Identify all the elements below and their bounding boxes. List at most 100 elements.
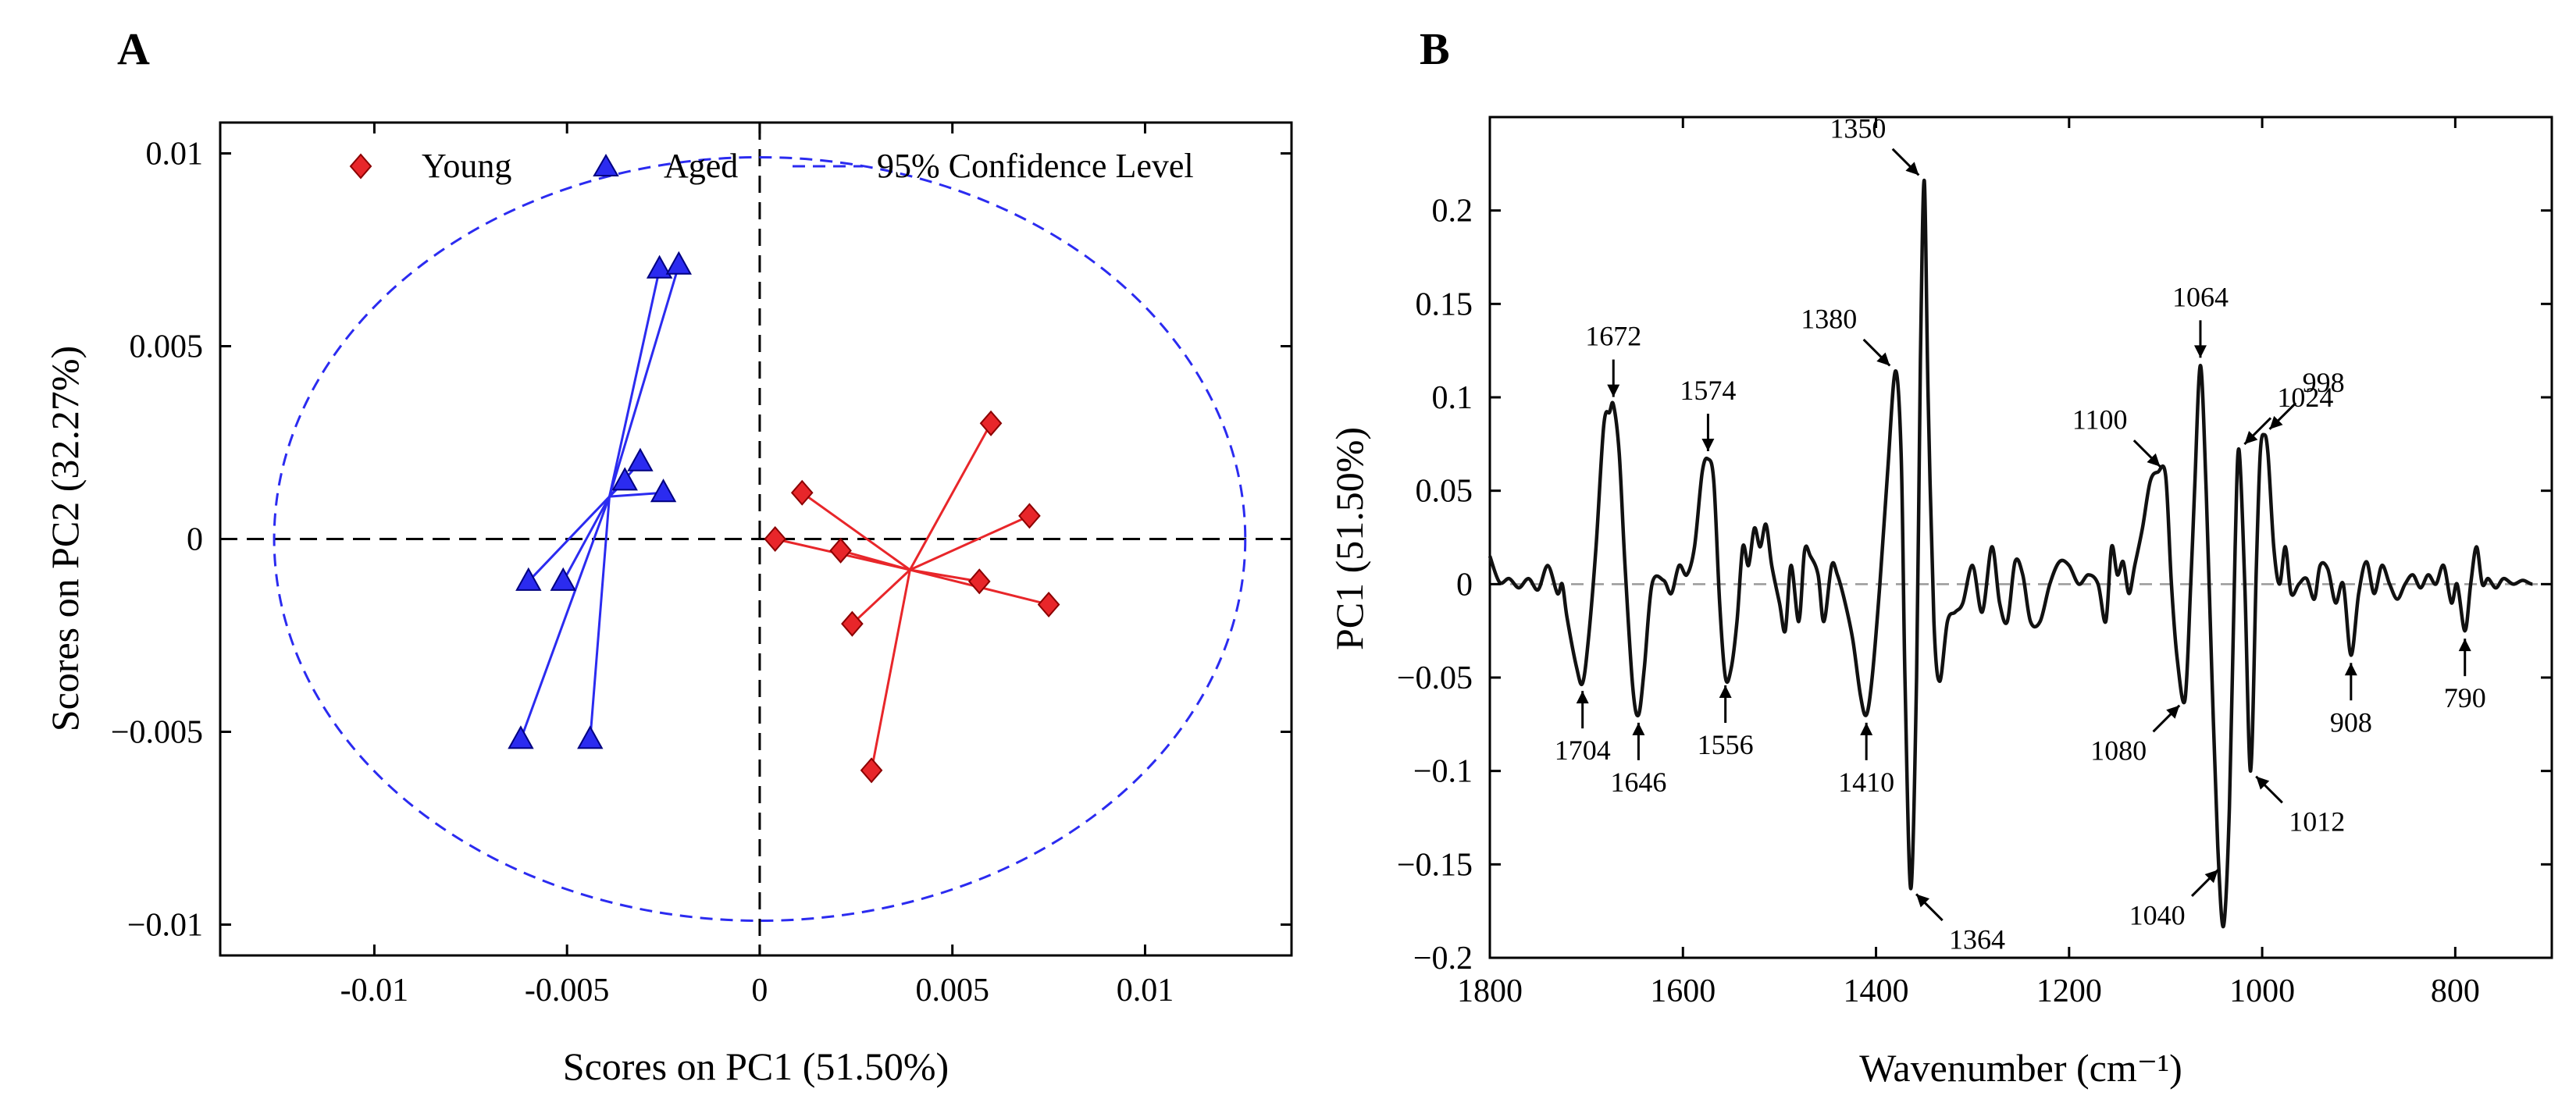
annotation-arrow-head (1719, 685, 1732, 698)
annotation-arrow-head (1860, 722, 1873, 735)
panel-b-y-tick-label: 0.1 (1432, 380, 1473, 416)
peak-label: 998 (2303, 367, 2345, 398)
panel-a-x-tick-label: -0.01 (340, 973, 409, 1009)
pc1-loading-line (1488, 179, 2533, 929)
panel-a-label: A (117, 23, 150, 74)
annotation-arrow-head (1576, 691, 1589, 704)
young-centroid-line (909, 422, 992, 571)
panel-a-x-tick-label: -0.005 (525, 973, 610, 1009)
peak-label: 1064 (2172, 281, 2229, 312)
peak-label: 1646 (1610, 767, 1666, 798)
aged-point (577, 725, 604, 749)
aged-point (646, 254, 673, 279)
legend-young-marker (349, 153, 372, 180)
panel-b-y-axis-label: PC1 (51.50%) (1327, 427, 1371, 650)
peak-label: 1364 (1949, 923, 2005, 955)
panel-b-y-tick-label: −0.05 (1397, 660, 1473, 696)
peak-label: 1410 (1838, 767, 1894, 798)
young-point (1037, 591, 1060, 618)
legend-aged-marker (593, 153, 619, 176)
aged-centroid-line (561, 496, 611, 582)
annotation-arrow-head (1916, 894, 1930, 908)
panel-a-y-axis-label: Scores on PC2 (32.27%) (43, 346, 87, 731)
peak-label: 790 (2444, 682, 2486, 713)
panel-b-y-tick-label: 0 (1456, 567, 1473, 603)
aged-point (550, 567, 576, 591)
peak-label: 1012 (2289, 806, 2345, 838)
panel-a-x-tick-label: 0.005 (915, 973, 989, 1009)
panel-a-y-tick-label: 0.01 (146, 137, 204, 173)
panel-b-x-tick-label: 1400 (1844, 973, 1909, 1009)
peak-label: 1100 (2072, 404, 2128, 436)
panel-b-x-tick-label: 1800 (1457, 973, 1523, 1009)
panel-b-x-tick-label: 1600 (1650, 973, 1716, 1009)
legend-ci-label: 95% Confidence Level (877, 147, 1194, 185)
young-centroid-line (909, 514, 1031, 571)
panel-b-label: B (1420, 23, 1450, 74)
aged-centroid-line (607, 269, 661, 497)
panel-a-x-tick-label: 0.01 (1117, 973, 1174, 1009)
panel-b-y-tick-label: 0.15 (1416, 286, 1473, 322)
panel-b-x-tick-label: 800 (2431, 973, 2480, 1009)
young-point (764, 525, 787, 553)
panel-b-y-tick-label: −0.2 (1413, 941, 1473, 977)
legend-young-label: Young (422, 147, 511, 185)
panel-a-legend: Young Aged 95% Confidence Level (349, 147, 1194, 185)
young-point (829, 537, 852, 564)
panel-b-plot-frame (1488, 116, 2553, 959)
aged-centroid-line (527, 496, 611, 582)
annotation-arrow-head (2344, 663, 2357, 676)
young-centroid-line (801, 492, 911, 571)
aged-centroid-line (609, 491, 664, 498)
peak-label: 1556 (1698, 729, 1754, 760)
annotation-arrow-head (2458, 639, 2471, 652)
annotation-arrow-head (2193, 345, 2207, 358)
annotation-arrow-head (1876, 352, 1890, 366)
aged-point (611, 467, 638, 491)
young-point (841, 610, 864, 637)
annotation-arrow-head (2269, 415, 2283, 429)
annotation-arrow-head (2204, 870, 2218, 884)
panel-b-x-tick-label: 1200 (2036, 973, 2102, 1009)
panel-b-x-axis-label: Wavenumber (cm⁻¹) (1859, 1046, 2182, 1090)
annotation-arrow-head (1905, 162, 1919, 176)
legend-aged-label: Aged (664, 147, 738, 185)
panel-b-y-tick-label: 0.05 (1416, 474, 1473, 510)
young-point (1018, 503, 1041, 529)
young-point (979, 410, 1003, 436)
panel-b-y-tick-label: −0.15 (1397, 847, 1473, 883)
young-point (790, 479, 814, 506)
panel-a-x-axis-label: Scores on PC1 (51.50%) (563, 1044, 949, 1088)
panel-a-x-tick-label: 0 (751, 973, 768, 1009)
panel-a-y-tick-label: 0 (187, 522, 203, 558)
aged-centroid-line (589, 496, 611, 740)
peak-label: 1350 (1830, 112, 1886, 144)
aged-point (665, 251, 692, 275)
aged-centroid-line (519, 496, 611, 740)
aged-point (515, 567, 542, 591)
aged-centroid-line (608, 265, 680, 497)
peak-label: 908 (2330, 706, 2372, 738)
panel-a-y-tick-label: −0.005 (111, 714, 203, 750)
peak-label: 1040 (2129, 899, 2186, 930)
young-centroid-line (851, 568, 911, 625)
aged-point (650, 479, 677, 503)
annotation-arrow-head (1701, 438, 1715, 451)
panel-b-y-tick-label: 0.2 (1432, 194, 1473, 229)
panel-a-y-tick-label: −0.01 (127, 907, 203, 943)
peak-label: 1704 (1555, 735, 1611, 766)
peak-label: 1024 (2277, 382, 2333, 413)
annotation-arrow-head (2147, 453, 2161, 467)
aged-point (508, 725, 534, 749)
panel-a: A -0.01 -0.005 0 0.005 0.01 0.01 0.005 0 −0.005… (43, 23, 1293, 1088)
annotation-arrow-head (2244, 431, 2258, 445)
annotation-arrow-head (2166, 705, 2180, 719)
annotation-arrow-head (1607, 384, 1620, 397)
panel-a-y-tick-label: 0.005 (130, 329, 204, 365)
young-centroid-line (840, 549, 910, 571)
annotation-arrow-head (2256, 776, 2270, 790)
aged-point (627, 447, 654, 471)
peak-label: 1672 (1585, 321, 1641, 352)
panel-b-y-tick-label: −0.1 (1413, 754, 1473, 790)
